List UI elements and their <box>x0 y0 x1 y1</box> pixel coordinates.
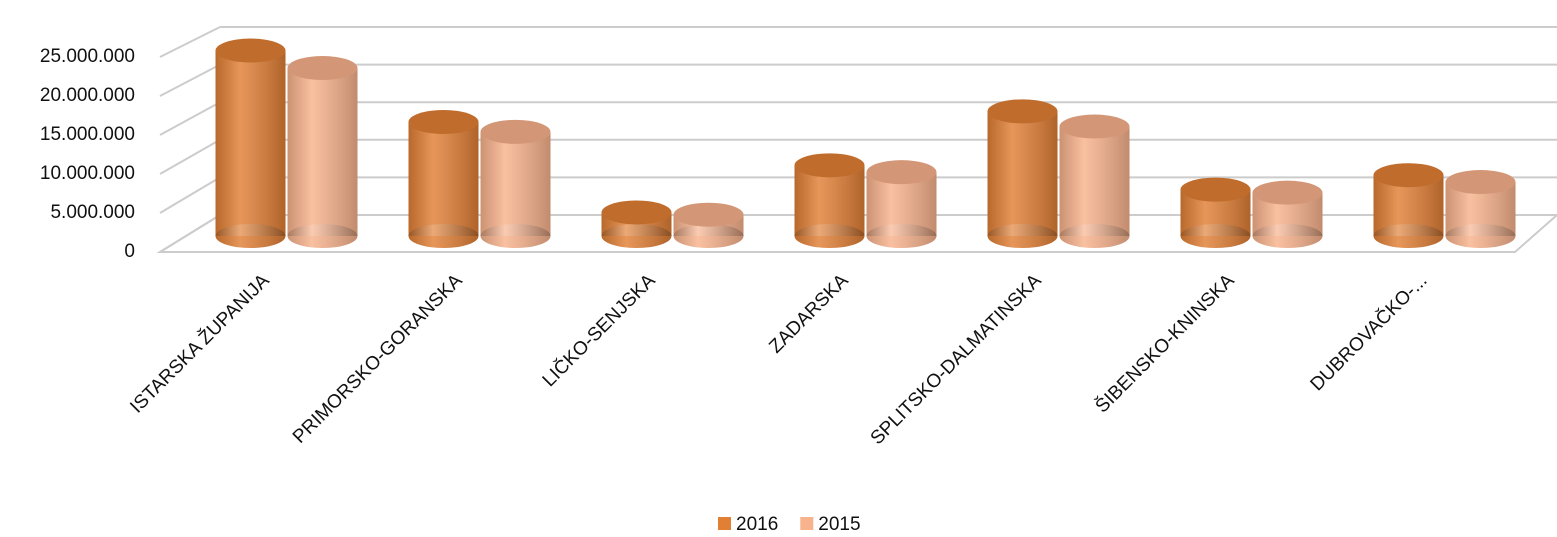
bar-top-shade <box>1059 114 1130 139</box>
x-tick-label: SPLITSKO-DALMATINSKA <box>867 270 1046 449</box>
bar-top <box>866 160 937 185</box>
bar-top-shade <box>673 202 744 227</box>
bar-shade <box>408 122 479 236</box>
x-tick-label: ZADARSKA <box>765 270 852 357</box>
bar-top-shade <box>794 153 865 178</box>
bar-top <box>1180 177 1251 202</box>
bar-base-shade <box>1252 224 1323 248</box>
bar-top-shade <box>1445 170 1516 195</box>
bar-top-shade <box>1180 177 1251 202</box>
bar-top-shade <box>408 110 479 134</box>
bar-top-shade <box>866 160 937 185</box>
bar <box>1373 163 1444 248</box>
y-tick-label: 0 <box>124 241 135 262</box>
bar-base-shade <box>673 224 744 248</box>
bar-base-shade <box>408 224 479 248</box>
bar <box>1252 180 1323 248</box>
y-tick-label: 10.000.000 <box>40 163 135 184</box>
bar-top <box>794 153 865 178</box>
bar-shade <box>1059 126 1130 236</box>
x-tick-label: DUBROVAČKO-... <box>1306 270 1432 396</box>
x-tick-label: LIČKO-SENJSKA <box>538 269 660 391</box>
y-tick-label: 5.000.000 <box>50 202 135 223</box>
bar-shade <box>480 131 551 236</box>
bar-top-shade <box>215 38 286 63</box>
bar-base-shade <box>601 224 672 248</box>
bar-base-shade <box>794 224 865 248</box>
grid-line-side <box>159 63 221 97</box>
bar-top <box>1252 180 1323 205</box>
grid-line-side <box>159 26 221 58</box>
bar-top <box>1059 114 1130 139</box>
legend-label: 2016 <box>736 514 778 535</box>
bar <box>1059 114 1130 248</box>
bar <box>794 153 865 248</box>
bar <box>987 99 1058 248</box>
legend-label: 2015 <box>818 514 860 535</box>
bar-top <box>215 38 286 63</box>
bar-top-shade <box>480 119 551 144</box>
bar-top <box>480 119 551 144</box>
x-tick-label: ISTARSKA ŽUPANIJA <box>126 269 274 417</box>
bar-top <box>673 202 744 227</box>
bar-base-shade <box>480 224 551 248</box>
bar-top-shade <box>287 56 358 81</box>
bar-top-shade <box>987 99 1058 124</box>
bar-shade <box>215 50 286 237</box>
bar-top <box>287 56 358 81</box>
y-tick-label: 25.000.000 <box>40 46 135 67</box>
bar-top-shade <box>601 200 672 225</box>
bar-base-shade <box>1445 224 1516 248</box>
bar-shade <box>287 68 358 236</box>
bar <box>215 38 286 248</box>
bar-base-shade <box>866 224 937 248</box>
grid-line-side <box>159 138 221 175</box>
bar <box>673 202 744 248</box>
y-tick-label: 20.000.000 <box>40 85 135 106</box>
bar <box>866 160 937 248</box>
bar-shade <box>987 111 1058 236</box>
legend-swatch <box>800 517 814 530</box>
bar-top <box>1445 170 1516 195</box>
bar-base-shade <box>287 224 358 248</box>
bar-base-shade <box>1373 224 1444 248</box>
bar-top <box>987 99 1058 124</box>
bar-base-shade <box>215 224 286 248</box>
x-tick-label: PRIMORSKO-GORANSKA <box>289 270 467 448</box>
legend-swatch <box>718 517 731 530</box>
x-tick-label: ŠIBENSKO-KNINSKA <box>1091 269 1239 417</box>
bar <box>1445 170 1516 248</box>
y-tick-label: 15.000.000 <box>40 124 135 145</box>
grid-line-side <box>159 101 221 136</box>
grid-line-side <box>159 214 221 253</box>
bar-base-shade <box>1180 224 1251 248</box>
bar <box>408 110 479 248</box>
bar-top-shade <box>1252 180 1323 205</box>
bar-top-shade <box>1373 163 1444 188</box>
bar <box>480 119 551 248</box>
bar-top <box>408 110 479 134</box>
bar <box>1180 177 1251 248</box>
bar-base-shade <box>1059 224 1130 248</box>
bar-base-shade <box>987 224 1058 248</box>
bar-top <box>1373 163 1444 188</box>
bar-top <box>601 200 672 225</box>
bar <box>601 200 672 248</box>
grid-line-side <box>159 176 221 214</box>
bar <box>287 56 358 248</box>
